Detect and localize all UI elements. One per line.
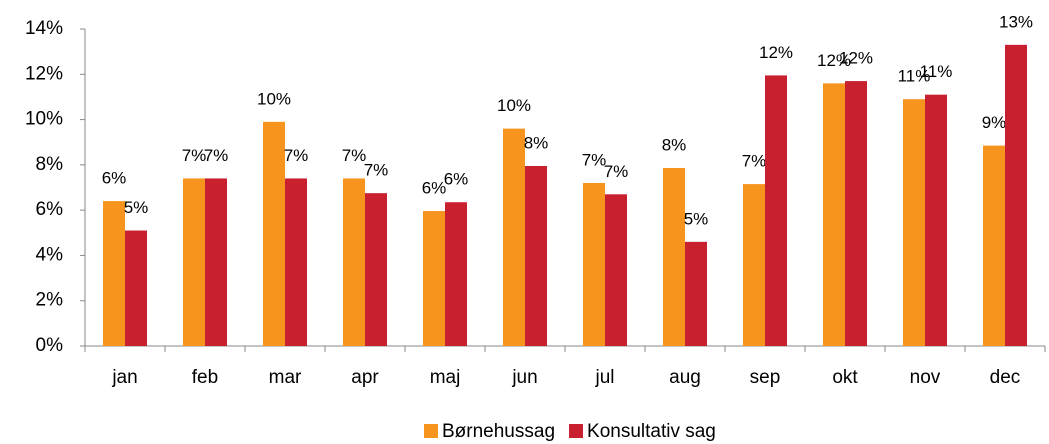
value-label: 6% <box>422 179 447 198</box>
value-label: 5% <box>124 198 149 217</box>
bar <box>983 145 1005 346</box>
bar <box>503 128 525 346</box>
value-label: 7% <box>182 146 207 165</box>
bar <box>205 178 227 346</box>
bar <box>365 193 387 346</box>
value-label: 10% <box>257 89 291 108</box>
x-tick-label: jan <box>111 367 137 388</box>
value-label: 7% <box>342 146 367 165</box>
value-label: 11% <box>898 67 931 86</box>
y-tick-label: 10% <box>25 109 63 130</box>
bar <box>263 121 285 346</box>
y-tick-label: 14% <box>25 18 63 39</box>
y-tick-label: 8% <box>36 154 64 175</box>
value-label: 13% <box>999 12 1033 31</box>
value-label: 7% <box>742 152 767 171</box>
y-tick-label: 4% <box>36 244 64 265</box>
bar <box>525 165 547 346</box>
y-tick-label: 12% <box>25 63 63 84</box>
x-tick-label: nov <box>910 367 941 388</box>
legend-swatch <box>569 424 584 438</box>
x-tick-label: sep <box>750 367 781 388</box>
bar <box>663 168 685 346</box>
bar <box>845 81 867 346</box>
value-label: 12% <box>759 43 793 62</box>
value-label: 5% <box>684 209 709 228</box>
value-label: 7% <box>284 146 309 165</box>
value-label: 7% <box>364 161 389 180</box>
x-tick-label: okt <box>832 367 858 388</box>
x-tick-label: dec <box>990 367 1021 388</box>
value-label: 6% <box>102 169 127 188</box>
value-label: 7% <box>604 162 629 181</box>
value-label: 9% <box>982 113 1007 132</box>
y-tick-label: 2% <box>36 290 64 311</box>
bar <box>605 194 627 346</box>
x-tick-label: feb <box>192 367 218 388</box>
x-tick-label: jun <box>511 367 537 388</box>
bar <box>125 230 147 346</box>
bar <box>583 182 605 346</box>
value-label: 7% <box>204 146 229 165</box>
x-tick-label: apr <box>351 367 379 388</box>
value-label: 8% <box>662 136 687 155</box>
bar <box>685 241 707 346</box>
value-label: 8% <box>524 133 549 152</box>
x-tick-label: mar <box>269 367 302 388</box>
value-label: 10% <box>497 96 531 115</box>
bar <box>103 201 125 346</box>
x-tick-label: jul <box>594 367 614 388</box>
x-tick-label: aug <box>669 367 701 388</box>
y-tick-label: 0% <box>36 335 64 356</box>
bar <box>343 178 365 346</box>
value-label: 11% <box>920 62 953 81</box>
x-tick-label: maj <box>430 367 461 388</box>
legend-swatch <box>424 424 438 438</box>
bar <box>925 94 947 347</box>
bar <box>765 75 787 347</box>
value-label: 12% <box>817 51 851 70</box>
bar <box>743 184 765 346</box>
bar <box>285 178 307 346</box>
value-label: 12% <box>839 49 873 68</box>
legend-label: Konsultativ sag <box>587 421 716 442</box>
bar <box>183 178 205 346</box>
bar <box>903 99 925 346</box>
bar <box>445 202 467 346</box>
bar <box>423 211 445 346</box>
legend-label: Børnehussag <box>442 421 555 442</box>
bar <box>1005 44 1027 346</box>
bar <box>823 83 845 346</box>
value-label: 7% <box>582 150 607 169</box>
y-tick-label: 6% <box>36 199 64 220</box>
value-label: 6% <box>444 170 469 189</box>
